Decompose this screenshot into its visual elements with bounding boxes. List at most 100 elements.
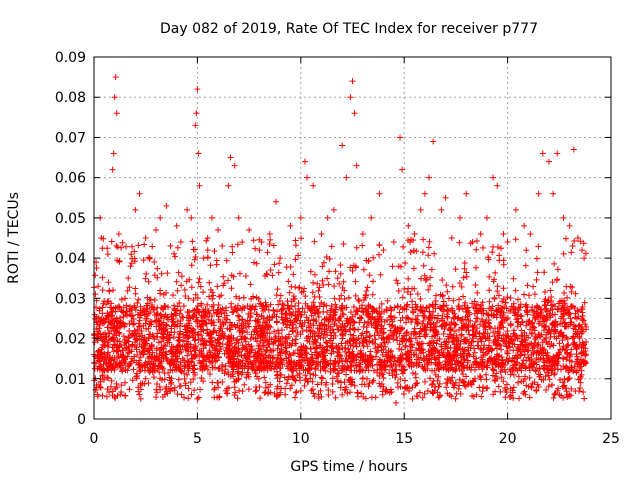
data-point bbox=[319, 363, 326, 370]
data-point bbox=[416, 359, 423, 366]
data-point bbox=[210, 307, 217, 314]
data-point bbox=[171, 387, 178, 394]
data-point bbox=[172, 253, 179, 260]
data-point bbox=[462, 316, 469, 323]
data-point bbox=[500, 378, 507, 385]
data-point bbox=[200, 255, 207, 262]
data-point bbox=[250, 237, 257, 244]
data-point bbox=[571, 238, 578, 245]
data-point bbox=[498, 346, 505, 353]
data-point bbox=[581, 341, 588, 348]
data-point bbox=[489, 365, 496, 372]
data-point bbox=[190, 246, 197, 253]
data-point bbox=[533, 276, 540, 283]
data-point bbox=[402, 259, 409, 266]
data-point bbox=[117, 342, 124, 349]
data-point bbox=[479, 366, 486, 373]
data-point bbox=[476, 372, 483, 379]
data-point bbox=[539, 322, 546, 329]
data-point bbox=[385, 339, 392, 346]
data-point bbox=[339, 332, 346, 339]
data-point bbox=[171, 302, 178, 309]
data-point bbox=[429, 302, 436, 309]
data-point bbox=[545, 383, 552, 390]
data-point bbox=[363, 364, 370, 371]
data-point bbox=[337, 270, 344, 277]
data-point bbox=[535, 383, 542, 390]
data-point bbox=[109, 166, 116, 173]
data-point bbox=[490, 278, 497, 285]
data-point bbox=[535, 341, 542, 348]
data-point bbox=[543, 362, 550, 369]
data-point bbox=[96, 357, 103, 364]
data-point bbox=[240, 325, 247, 332]
data-point bbox=[395, 357, 402, 364]
data-point bbox=[143, 315, 150, 322]
data-point bbox=[160, 326, 167, 333]
data-point bbox=[198, 322, 205, 329]
data-point bbox=[486, 337, 493, 344]
data-point bbox=[497, 388, 504, 395]
data-point bbox=[231, 162, 238, 169]
data-point bbox=[347, 331, 354, 338]
data-point bbox=[441, 339, 448, 346]
data-point bbox=[422, 277, 429, 284]
data-point bbox=[132, 206, 139, 213]
data-point bbox=[132, 285, 139, 292]
data-point bbox=[450, 314, 457, 321]
data-point bbox=[473, 362, 480, 369]
x-tick-label: 20 bbox=[499, 431, 517, 447]
data-point bbox=[414, 380, 421, 387]
data-point bbox=[397, 134, 404, 141]
data-point bbox=[277, 371, 284, 378]
data-point bbox=[312, 366, 319, 373]
data-point bbox=[252, 349, 259, 356]
data-point bbox=[421, 190, 428, 197]
data-point bbox=[123, 302, 130, 309]
data-point bbox=[546, 376, 553, 383]
data-point bbox=[405, 275, 412, 282]
data-point bbox=[444, 307, 451, 314]
data-point bbox=[343, 328, 350, 335]
data-point bbox=[484, 350, 491, 357]
data-point bbox=[394, 303, 401, 310]
data-point bbox=[563, 363, 570, 370]
plot-frame bbox=[93, 56, 612, 420]
data-point bbox=[245, 341, 252, 348]
data-point bbox=[376, 356, 383, 363]
data-point bbox=[569, 284, 576, 291]
data-point bbox=[402, 342, 409, 349]
data-point bbox=[367, 348, 374, 355]
data-point bbox=[284, 363, 291, 370]
data-point bbox=[266, 230, 273, 237]
data-point bbox=[534, 269, 541, 276]
data-point bbox=[550, 394, 557, 401]
data-point bbox=[521, 222, 528, 229]
data-point bbox=[400, 391, 407, 398]
data-point bbox=[528, 330, 535, 337]
data-point bbox=[303, 375, 310, 382]
data-point bbox=[510, 337, 517, 344]
data-point bbox=[94, 391, 101, 398]
data-point bbox=[323, 339, 330, 346]
data-point bbox=[340, 278, 347, 285]
data-point bbox=[91, 365, 98, 372]
data-point bbox=[573, 358, 580, 365]
data-point bbox=[142, 275, 149, 282]
data-point bbox=[227, 154, 234, 161]
data-point bbox=[409, 370, 416, 377]
data-point bbox=[94, 321, 101, 328]
data-point bbox=[288, 303, 295, 310]
data-point bbox=[244, 354, 251, 361]
data-point bbox=[97, 351, 104, 358]
data-point bbox=[489, 249, 496, 256]
data-point bbox=[554, 266, 561, 273]
data-point bbox=[580, 389, 587, 396]
x-tick-labels: 0 5 10 15 20 25 bbox=[90, 431, 620, 447]
data-point bbox=[442, 194, 449, 201]
data-point bbox=[461, 265, 468, 272]
data-point bbox=[444, 314, 451, 321]
data-point bbox=[358, 390, 365, 397]
data-point bbox=[292, 394, 299, 401]
data-point bbox=[341, 287, 348, 294]
